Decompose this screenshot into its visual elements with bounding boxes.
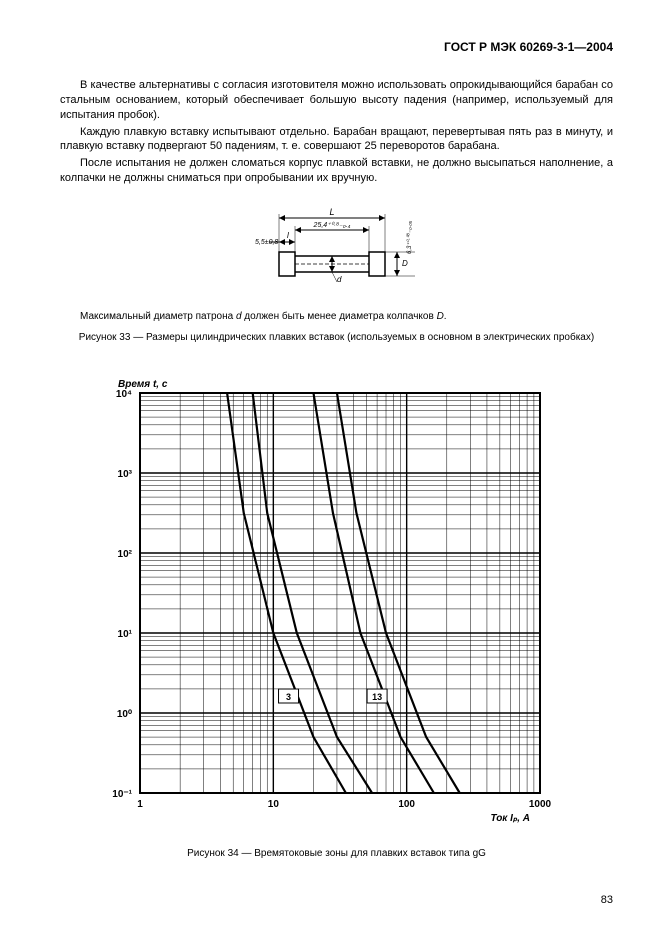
dim-D-val: 6,3⁺⁰·⁰⁸₋₀.₀₅ (406, 220, 413, 254)
paragraph-2: Каждую плавкую вставку испытывают отдель… (60, 125, 613, 155)
dim-l-val: 5,5±0,8 (255, 239, 278, 246)
figure-34-title: Рисунок 34 — Времятоковые зоны для плавк… (60, 848, 613, 859)
svg-text:10⁰: 10⁰ (117, 709, 132, 720)
svg-text:100: 100 (398, 799, 415, 810)
svg-text:13: 13 (372, 692, 382, 702)
svg-text:10: 10 (268, 799, 280, 810)
figure-33-title: Рисунок 33 — Размеры цилиндрических плав… (60, 332, 613, 343)
body-text-block: В качестве альтернативы с согласия изгот… (60, 78, 613, 186)
dim-D: D (402, 259, 408, 268)
svg-text:10²: 10² (118, 549, 133, 560)
paragraph-3: После испытания не должен сломаться корп… (60, 156, 613, 186)
svg-text:10⁻¹: 10⁻¹ (112, 789, 132, 800)
dim-l: l (287, 231, 289, 240)
svg-text:Ток Iₚ, А: Ток Iₚ, А (490, 813, 530, 823)
svg-text:10¹: 10¹ (118, 629, 133, 640)
paragraph-1: В качестве альтернативы с согласия изгот… (60, 78, 613, 123)
document-header: ГОСТ Р МЭК 60269-3-1—2004 (60, 40, 613, 54)
svg-text:1000: 1000 (529, 799, 552, 810)
svg-text:10⁴: 10⁴ (116, 389, 132, 400)
svg-text:1: 1 (137, 799, 143, 810)
figure-33-subcaption: Максимальный диаметр патрона d должен бы… (80, 311, 613, 322)
dim-d: d (337, 275, 342, 284)
dim-L: L (329, 207, 334, 217)
figure-33-diagram: L 25,4⁺⁰·⁸₋₀.₄ 5,5±0,8 l (60, 204, 613, 299)
svg-text:10³: 10³ (118, 469, 133, 480)
svg-text:3: 3 (286, 692, 291, 702)
figure-34-chart: Время t, с10⁻¹10⁰10¹10²10³10⁴1101001000Т… (90, 373, 613, 828)
dim-L-tol: 25,4⁺⁰·⁸₋₀.₄ (312, 221, 350, 229)
page-number: 83 (601, 894, 613, 906)
